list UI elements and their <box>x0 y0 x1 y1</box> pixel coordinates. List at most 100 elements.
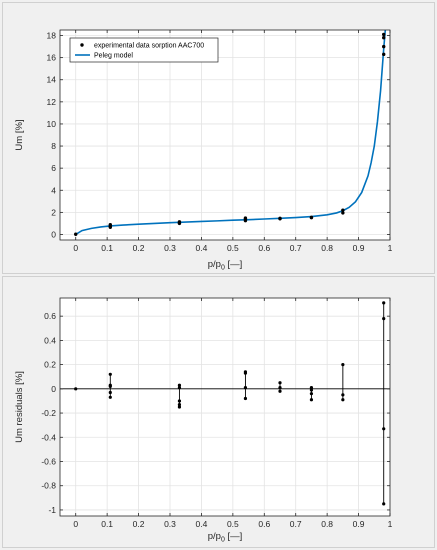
x-tick-label: 0.9 <box>353 519 365 529</box>
x-axis-label: p/p0 [—] <box>208 259 243 272</box>
y-tick-label: -1 <box>48 505 56 515</box>
peleg-model-line <box>75 30 387 236</box>
residual-point <box>177 383 182 387</box>
residual-point <box>177 402 182 407</box>
y-tick-label: 0 <box>51 229 56 239</box>
x-tick-label: 0 <box>73 519 78 529</box>
y-tick-label: 0.2 <box>44 360 56 370</box>
x-tick-label: 0.2 <box>133 519 145 529</box>
y-tick-label: -0.2 <box>41 408 56 418</box>
y-tick-label: 0.4 <box>44 335 56 345</box>
residual-point <box>243 396 248 401</box>
residual-point <box>278 389 282 393</box>
data-point <box>382 44 386 49</box>
x-tick-label: 0.7 <box>290 243 302 253</box>
x-tick-label: 0.6 <box>258 243 270 253</box>
x-tick-label: 0 <box>73 243 78 253</box>
data-point <box>278 216 282 221</box>
data-point <box>382 36 386 40</box>
y-tick-label: 10 <box>47 119 57 129</box>
residual-point <box>341 363 345 367</box>
y-tick-label: 0.6 <box>44 311 56 321</box>
residual-point <box>243 386 248 390</box>
residual-point <box>382 427 386 431</box>
legend-label-experimental: experimental data sorption AAC700 <box>94 43 204 50</box>
y-tick-label: 8 <box>51 141 56 151</box>
plot-area <box>60 298 390 516</box>
residual-point <box>74 387 78 391</box>
x-tick-label: 0.1 <box>101 519 113 529</box>
residual-point <box>382 301 386 305</box>
y-tick-label: 2 <box>51 207 56 217</box>
x-tick-label: 0.5 <box>227 519 239 529</box>
residual-point <box>108 395 112 399</box>
x-tick-label: 0.4 <box>196 519 208 529</box>
residual-point <box>108 372 112 376</box>
y-tick-label: 16 <box>47 53 57 63</box>
residual-point <box>309 386 314 390</box>
x-tick-label: 0.3 <box>164 519 176 529</box>
legend-box <box>69 37 219 63</box>
y-tick-label: -0.4 <box>41 432 56 442</box>
x-tick-label: 1 <box>388 519 393 529</box>
data-point <box>177 220 182 224</box>
residual-point <box>278 386 282 390</box>
residual-point <box>108 390 112 395</box>
residual-point <box>309 392 314 396</box>
legend: experimental data sorption AAC700 Peleg m… <box>69 37 219 63</box>
residual-point <box>177 405 182 409</box>
residual-point <box>341 398 345 402</box>
axes-box <box>59 29 391 241</box>
y-axis-label: Um residuals [%] <box>14 371 25 443</box>
plot-content <box>74 30 387 236</box>
x-tick-label: 0.6 <box>258 519 270 529</box>
x-tick-label: 0.5 <box>227 243 239 253</box>
y-tick-label: 14 <box>47 75 57 85</box>
data-point <box>341 211 345 215</box>
y-tick-label: -0.6 <box>41 457 56 467</box>
x-tick-label: 0.4 <box>196 243 208 253</box>
y-tick-label: -0.8 <box>41 481 56 491</box>
plot-content <box>60 301 390 506</box>
x-tick-label: 1 <box>388 243 393 253</box>
legend-label-peleg: Peleg model <box>94 53 133 60</box>
residual-point <box>341 393 345 397</box>
data-point <box>382 52 386 57</box>
legend-marker-experimental <box>80 43 84 47</box>
residual-point <box>382 316 386 321</box>
plot-area <box>60 30 390 240</box>
y-axis-label: Um [%] <box>14 119 25 150</box>
isotherm-chart: 0 0.1 0.2 0.3 0.4 0.5 0.6 0.7 0.8 0.9 102468101214… <box>14 29 393 272</box>
x-tick-label: 0.2 <box>133 243 145 253</box>
data-point <box>108 223 112 227</box>
axes-box <box>59 297 391 517</box>
residual-point <box>177 399 182 403</box>
y-tick-label: 12 <box>47 97 57 107</box>
data-point <box>309 215 314 220</box>
data-point <box>382 32 386 37</box>
data-point <box>243 216 248 220</box>
x-tick-label: 0.9 <box>353 243 365 253</box>
x-tick-label: 0.3 <box>164 243 176 253</box>
residual-point <box>177 386 182 390</box>
x-axis-label: p/p0 [—] <box>208 531 243 544</box>
y-tick-label: 4 <box>51 185 56 195</box>
residuals-chart: 0 0.1 0.2 0.3 0.4 0.5 0.6 0.7 0.8 0.9 1 -1 -0.8 -0.6 -… <box>14 297 393 544</box>
x-tick-label: 0.7 <box>290 519 302 529</box>
residual-point <box>309 398 314 402</box>
y-tick-label: 0 <box>51 384 56 394</box>
residual-point <box>108 384 112 389</box>
x-tick-label: 0.8 <box>321 243 333 253</box>
y-tick-label: 18 <box>47 31 57 41</box>
residual-point <box>243 371 248 375</box>
residual-point <box>382 502 386 506</box>
residual-point <box>309 388 314 392</box>
y-tick-label: 6 <box>51 163 56 173</box>
data-point <box>74 232 78 236</box>
residual-point <box>278 381 282 385</box>
data-point <box>341 208 345 212</box>
x-tick-label: 0.8 <box>321 519 333 529</box>
x-tick-label: 0.1 <box>101 243 113 253</box>
